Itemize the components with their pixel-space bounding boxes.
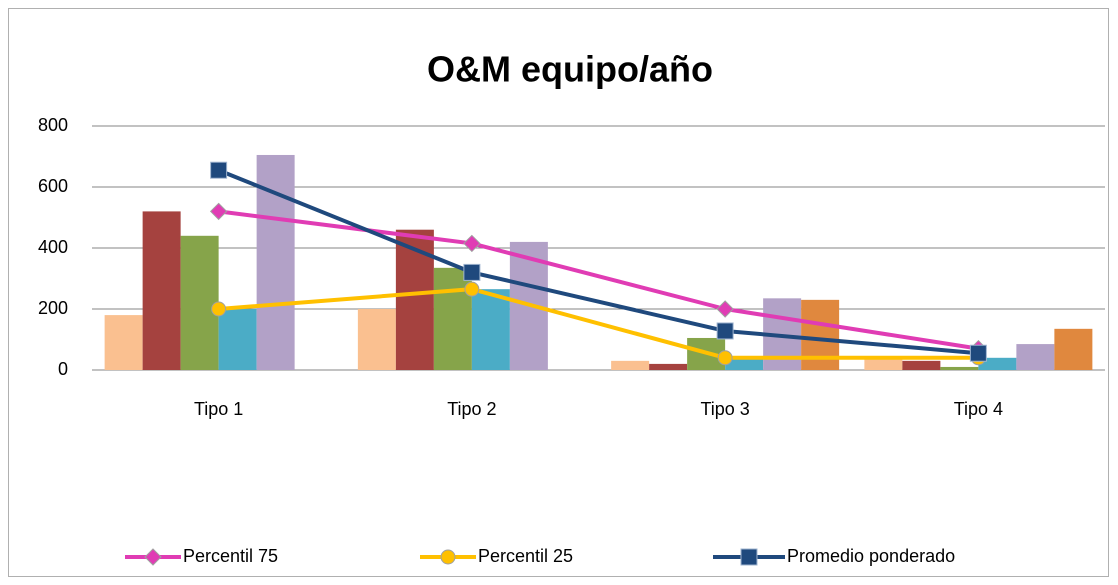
line [218,287,979,360]
bar [180,235,219,370]
bar [471,289,510,370]
y-tick-label: 400 [38,237,68,257]
bar [864,357,903,370]
line-marker [464,281,480,297]
bar [357,309,396,370]
x-tick-label: Tipo 3 [700,399,749,419]
legend-marker [144,548,162,566]
y-tick-label: 0 [58,359,68,379]
line-marker [716,322,734,340]
line-marker [209,202,228,221]
x-tick-label: Tipo 4 [954,399,1003,419]
bar [104,315,143,370]
bar [902,360,941,370]
bar [611,360,650,370]
line [218,209,979,351]
line-marker [211,301,227,317]
bar [1016,344,1055,370]
legend-marker [440,549,456,565]
line-marker [969,344,987,362]
legend-label: Percentil 75 [183,546,278,566]
bar [142,211,181,370]
bar [256,154,295,370]
bar [218,309,257,370]
x-tick-label: Tipo 2 [447,399,496,419]
bar [978,357,1017,370]
y-tick-label: 800 [38,115,68,135]
legend-label: Promedio ponderado [787,546,955,566]
line-marker [463,234,481,253]
bar [940,366,979,370]
y-tick-label: 600 [38,176,68,196]
bar [725,357,764,370]
line [217,168,979,356]
x-tick-label: Tipo 1 [194,399,243,419]
line-marker [463,263,481,281]
line-marker [716,300,734,318]
y-tick-label: 200 [38,298,68,318]
chart-title: O&M equipo/año [427,49,713,90]
line-marker [717,350,733,366]
legend-label: Percentil 25 [478,546,573,566]
bar [649,363,688,370]
legend-marker [740,548,758,566]
bar [433,267,472,370]
bar [1054,328,1093,370]
line-marker [210,161,228,179]
